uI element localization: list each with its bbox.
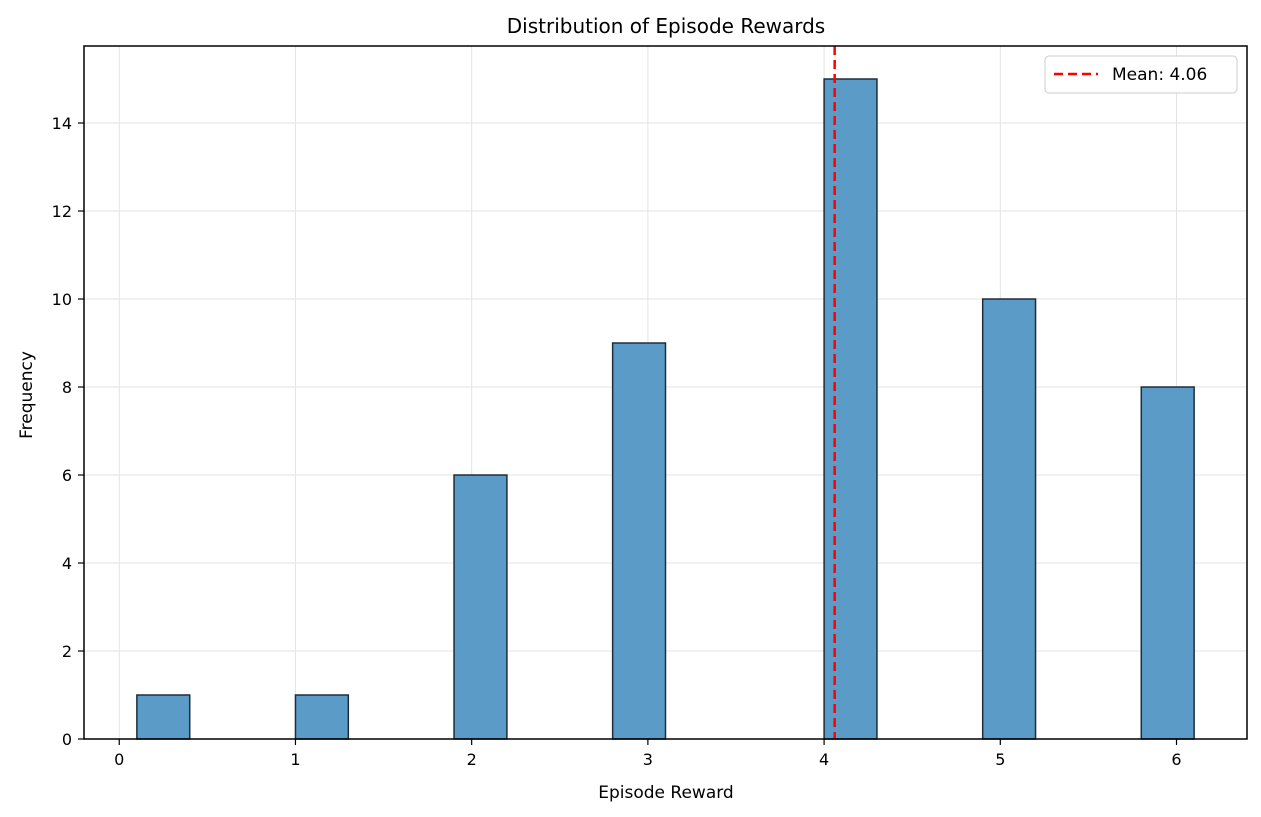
x-tick-label: 4 [819, 750, 829, 769]
plot-frame [83, 45, 1248, 740]
histogram-bar [611, 342, 667, 740]
y-tick-label: 0 [62, 730, 72, 749]
y-tick-label: 12 [52, 202, 72, 221]
x-axis-ticks: 0 1 2 3 4 5 6 [114, 739, 1182, 769]
histogram-bar [453, 474, 508, 740]
y-tick-label: 14 [52, 114, 72, 133]
chart-title: Distribution of Episode Rewards [507, 14, 825, 38]
y-tick-label: 6 [62, 466, 72, 485]
histogram-bar [1140, 386, 1195, 740]
y-tick-label: 4 [62, 554, 72, 573]
histogram-bar [823, 78, 878, 740]
y-tick-label: 2 [62, 642, 72, 661]
legend-box [1044, 55, 1238, 94]
histogram-bar [136, 694, 191, 740]
x-tick-label: 0 [114, 750, 124, 769]
x-tick-label: 5 [995, 750, 1005, 769]
x-axis-label: Episode Reward [598, 783, 733, 803]
y-axis-ticks: 0 2 4 6 8 10 12 14 [52, 114, 84, 749]
histogram-bars [136, 78, 1195, 740]
histogram-bar [294, 694, 350, 740]
x-tick-label: 6 [1171, 750, 1181, 769]
x-tick-label: 1 [290, 750, 300, 769]
y-axis-label: Frequency [17, 351, 37, 439]
x-tick-label: 2 [467, 750, 477, 769]
histogram-bar [981, 298, 1037, 740]
x-tick-label: 3 [643, 750, 653, 769]
y-tick-label: 10 [52, 290, 72, 309]
y-tick-label: 8 [62, 378, 72, 397]
legend-mean-label: Mean: 4.06 [1112, 65, 1207, 85]
legend: Mean: 4.06 [1044, 55, 1238, 94]
